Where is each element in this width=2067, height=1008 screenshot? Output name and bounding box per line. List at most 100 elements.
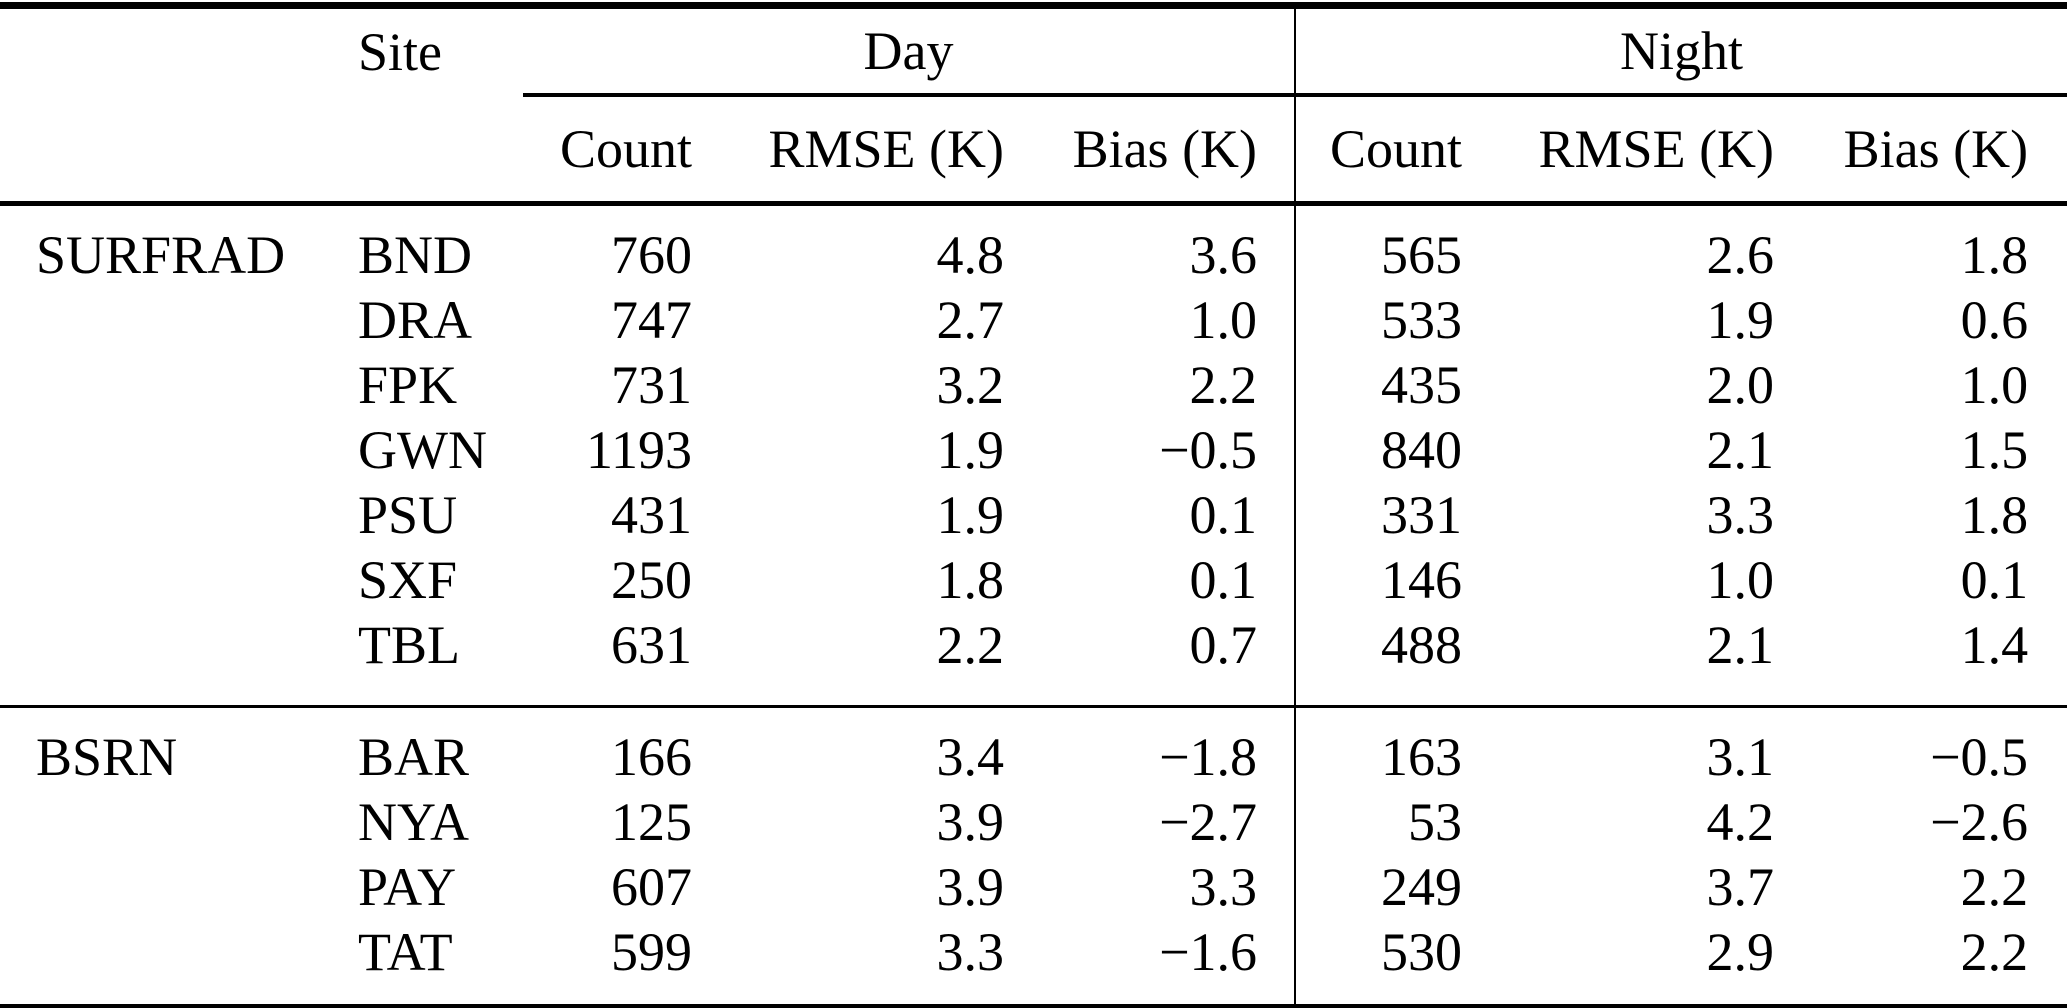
night-rmse-cell: 4.2	[1706, 791, 1775, 852]
night-bias-cell: 1.5	[1960, 419, 2029, 480]
subheader-spacer	[0, 95, 340, 206]
night-rmse-cell: 2.1	[1706, 419, 1775, 480]
night-rmse-header: RMSE (K)	[1475, 95, 1788, 206]
night-count-header: Count	[1295, 95, 1476, 206]
table-row: FPK 731 3.2 2.2 435 2.0 1.0	[0, 352, 2067, 417]
table-row: PSU 431 1.9 0.1 331 3.3 1.8	[0, 482, 2067, 547]
day-count-cell: 166	[523, 705, 705, 789]
day-count-cell: 125	[611, 791, 692, 852]
night-bias-cell: −0.5	[1787, 705, 2067, 789]
day-rmse-cell: 4.8	[936, 224, 1005, 285]
day-count-cell: 1193	[586, 419, 692, 480]
night-count-cell: 146	[1381, 549, 1463, 610]
table-row: BSRN BAR 166 3.4 −1.8 163 3.1 −0.5	[0, 705, 2067, 789]
group-cell	[0, 482, 340, 547]
night-rmse-cell: 2.0	[1706, 354, 1775, 415]
day-bias-cell: 1.0	[1017, 287, 1297, 352]
table-row: GWN 1193 1.9 −0.5 840 2.1 1.5	[0, 417, 2067, 482]
header-row-subcolumns: Count RMSE (K) Bias (K) Count RMSE (K) B…	[0, 95, 2067, 206]
night-rmse-cell: 1.0	[1706, 549, 1775, 610]
night-count-cell: 530	[1381, 921, 1463, 982]
day-bias-cell: 3.3	[1017, 854, 1297, 919]
day-count-cell: 631	[611, 614, 692, 675]
night-bias-cell: 0.6	[1960, 289, 2029, 350]
night-count-cell: 533	[1381, 289, 1463, 350]
table-row: SURFRAD BND 760 4.8 3.6 565 2.6 1.8	[0, 203, 2067, 287]
night-rmse-cell: 1.9	[1706, 289, 1775, 350]
day-rmse-cell: 1.8	[936, 549, 1005, 610]
site-cell: NYA	[358, 791, 470, 852]
night-bias-header: Bias (K)	[1787, 95, 2067, 206]
night-count-cell: 163	[1295, 705, 1476, 789]
group-cell	[0, 789, 340, 854]
night-rmse-cell: 3.1	[1475, 705, 1788, 789]
site-cell: GWN	[358, 419, 487, 480]
day-bias-cell: 3.6	[1017, 203, 1297, 287]
group-cell: BSRN	[0, 705, 340, 789]
day-count-header: Count	[523, 95, 705, 206]
night-bias-cell: 2.2	[1960, 856, 2029, 917]
night-count-cell: 249	[1381, 856, 1463, 917]
site-cell: TBL	[358, 614, 460, 675]
group-header-spacer	[0, 6, 340, 96]
group-cell	[0, 854, 340, 919]
day-count-cell: 731	[611, 354, 692, 415]
group-cell	[0, 612, 340, 707]
day-bias-cell: −2.7	[1017, 789, 1297, 854]
night-rmse-cell: 3.3	[1706, 484, 1775, 545]
site-column-header: Site	[358, 22, 443, 82]
day-rmse-cell: 3.4	[705, 705, 1017, 789]
day-rmse-cell: 1.9	[936, 419, 1005, 480]
day-count-cell: 599	[611, 921, 692, 982]
day-rmse-cell: 2.2	[936, 614, 1005, 675]
day-rmse-cell: 1.9	[936, 484, 1005, 545]
night-count-cell: 488	[1381, 614, 1463, 675]
day-rmse-cell: 3.2	[936, 354, 1005, 415]
night-count-cell: 53	[1408, 791, 1463, 852]
table-row: TBL 631 2.2 0.7 488 2.1 1.4	[0, 612, 2067, 707]
night-bias-cell: 1.4	[1960, 614, 2029, 675]
night-rmse-cell: 2.1	[1706, 614, 1775, 675]
day-count-cell: 760	[611, 224, 692, 285]
day-bias-header: Bias (K)	[1017, 95, 1297, 206]
group-cell	[0, 919, 340, 1007]
night-bias-cell: 0.1	[1960, 549, 2029, 610]
day-rmse-header: RMSE (K)	[705, 95, 1017, 206]
header-row-groups: Site Day Night	[0, 5, 2067, 97]
day-count-cell: 250	[611, 549, 692, 610]
day-group-header: Day	[523, 5, 1297, 97]
day-rmse-cell: 2.7	[936, 289, 1005, 350]
night-rmse-cell: 2.9	[1706, 921, 1775, 982]
night-bias-cell: 1.8	[1960, 224, 2029, 285]
day-bias-cell: 0.1	[1017, 482, 1297, 547]
subheader-spacer	[340, 95, 523, 206]
day-count-cell: 607	[611, 856, 692, 917]
night-group-header: Night	[1295, 5, 2067, 97]
night-count-cell: 331	[1381, 484, 1463, 545]
site-cell: SXF	[358, 549, 458, 610]
site-cell: PAY	[358, 856, 457, 917]
group-cell	[0, 417, 340, 482]
night-rmse-cell: 2.6	[1706, 224, 1775, 285]
site-cell: BAR	[340, 705, 523, 789]
site-cell: PSU	[358, 484, 458, 545]
site-cell: DRA	[358, 289, 473, 350]
group-cell	[0, 287, 340, 352]
site-cell: FPK	[358, 354, 458, 415]
night-bias-cell: 2.2	[1960, 921, 2029, 982]
day-count-cell: 431	[611, 484, 692, 545]
day-count-cell: 747	[611, 289, 692, 350]
group-cell	[0, 547, 340, 612]
day-bias-cell: 0.7	[1017, 612, 1297, 707]
table-row: TAT 599 3.3 −1.6 530 2.9 2.2	[0, 919, 2067, 1007]
night-rmse-cell: 3.7	[1706, 856, 1775, 917]
night-count-cell: 435	[1381, 354, 1463, 415]
night-count-cell: 565	[1381, 224, 1463, 285]
day-rmse-cell: 3.3	[936, 921, 1005, 982]
day-bias-cell: −1.6	[1017, 919, 1297, 1007]
night-bias-cell: 1.8	[1960, 484, 2029, 545]
night-count-cell: 840	[1381, 419, 1463, 480]
site-cell: BND	[358, 224, 473, 285]
table-row: DRA 747 2.7 1.0 533 1.9 0.6	[0, 287, 2067, 352]
